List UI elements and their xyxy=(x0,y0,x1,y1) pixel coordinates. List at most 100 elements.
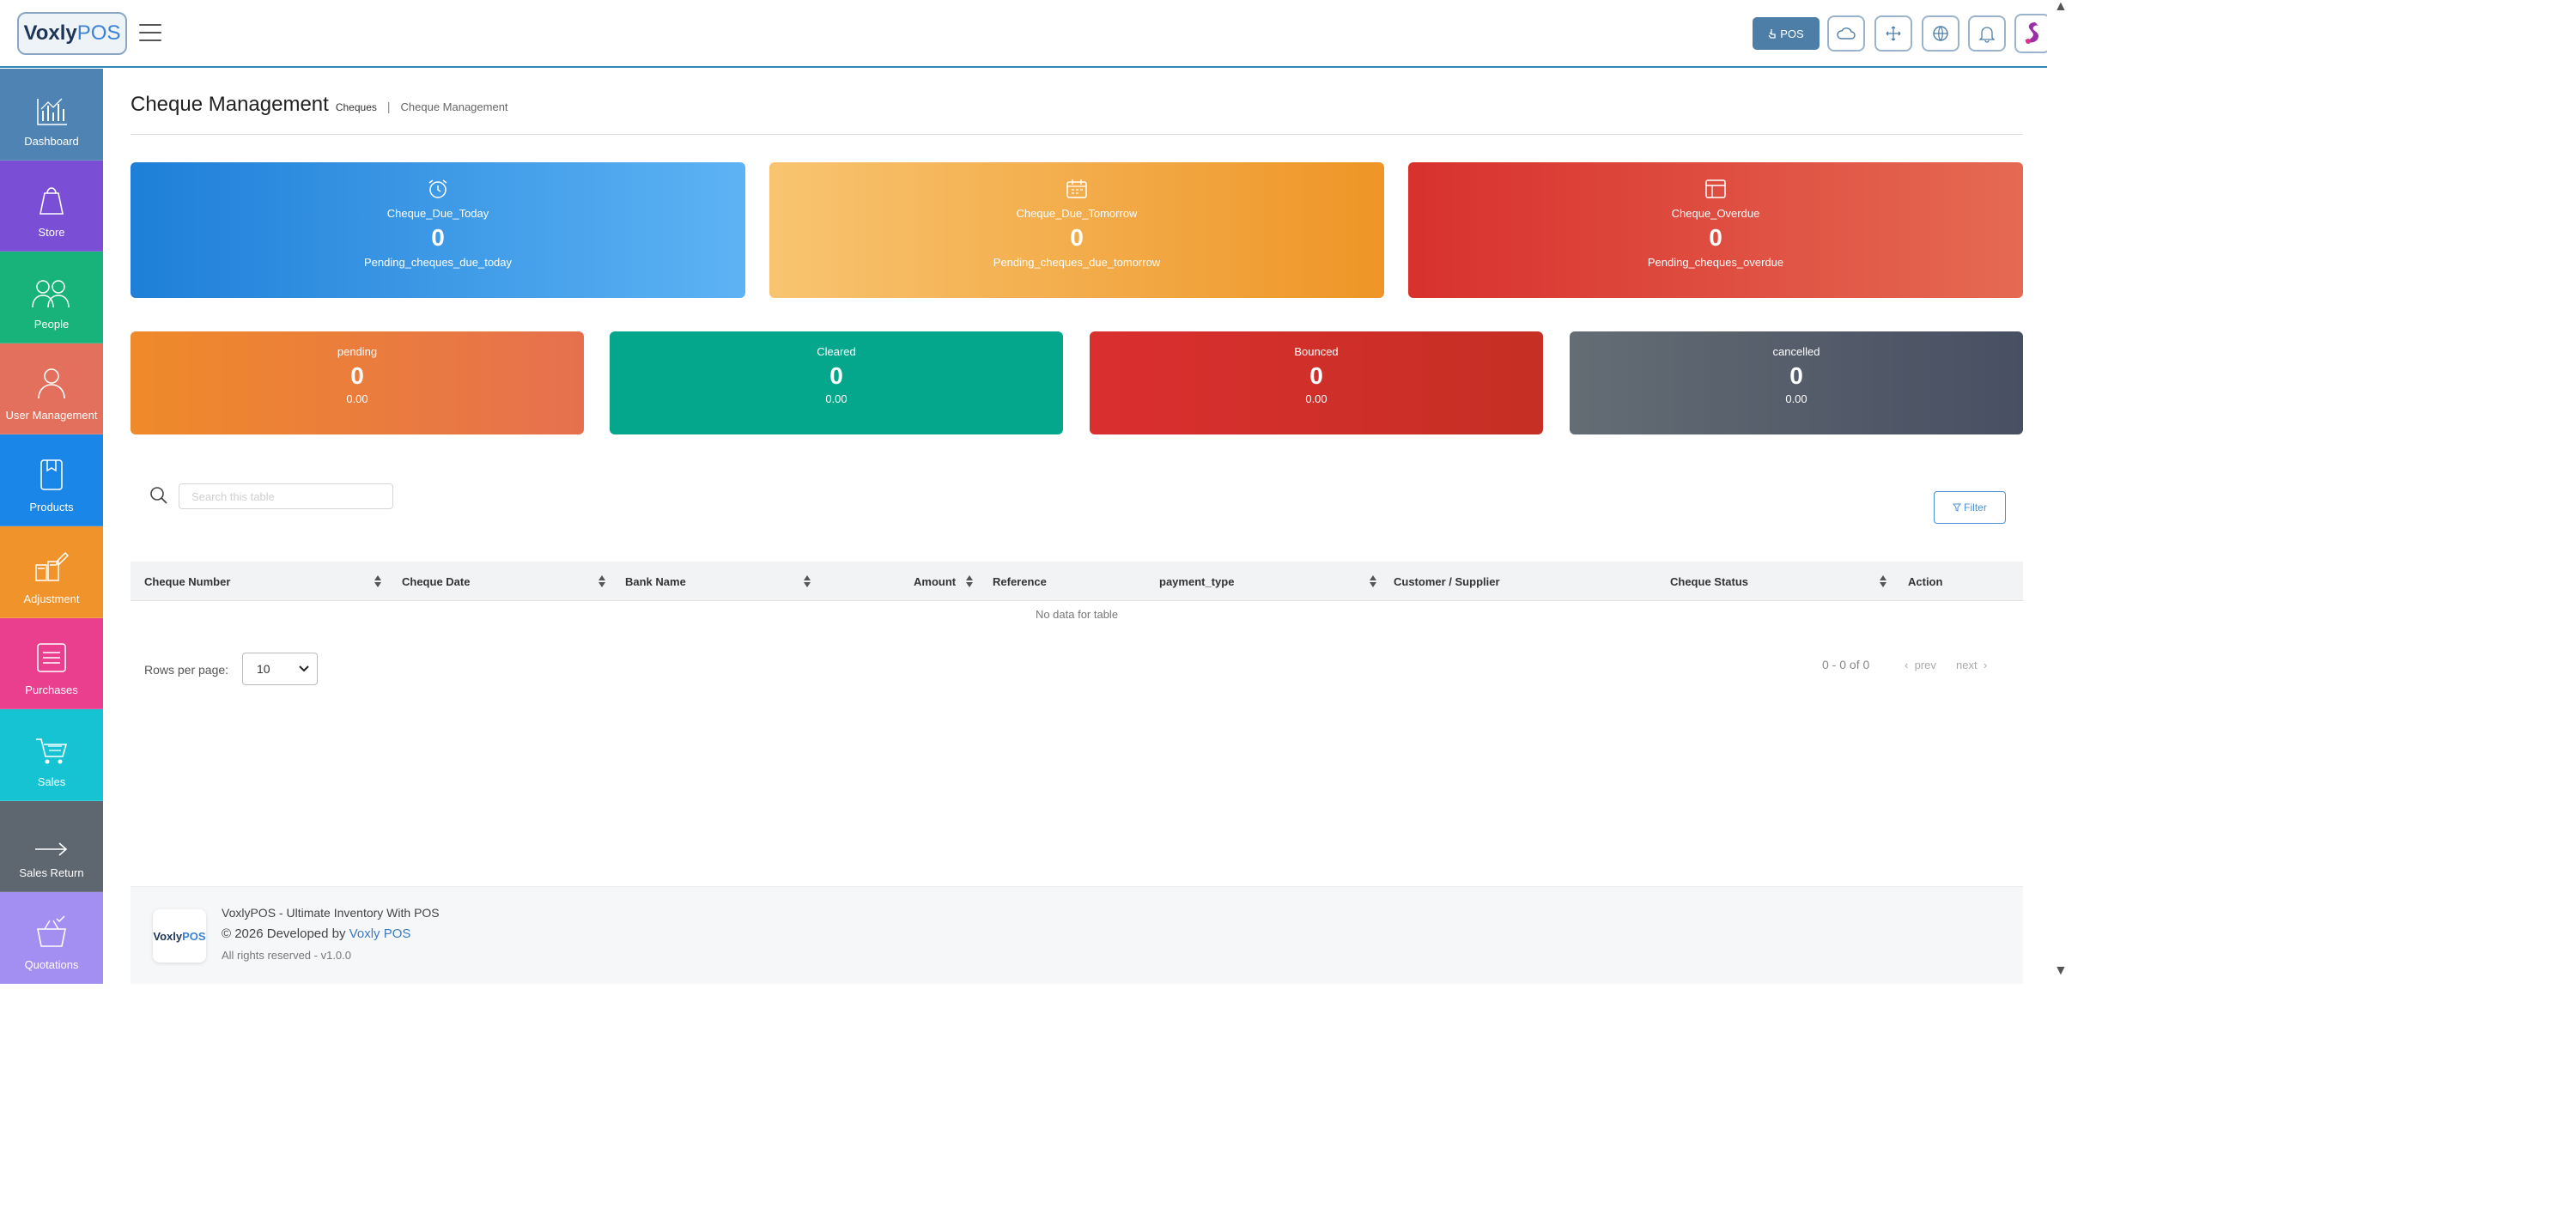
page-footer: Voxly POS VoxlyPOS - Ultimate Inventory W… xyxy=(131,886,2023,984)
card-label: Cheque_Overdue xyxy=(1671,207,1760,220)
sidebar-item-sales[interactable]: Sales xyxy=(0,709,103,801)
adjust-icon xyxy=(35,551,70,581)
card-subtitle: Pending_cheques_overdue xyxy=(1647,256,1784,269)
user-avatar[interactable] xyxy=(2014,14,2047,53)
column-header-cheque-date[interactable]: Cheque Date xyxy=(402,562,470,601)
app-logo[interactable]: Voxly POS xyxy=(17,12,127,55)
column-label: Cheque Status xyxy=(1670,574,1749,588)
card-cheque-due-tomorrow: Cheque_Due_Tomorrow 0 Pending_cheques_du… xyxy=(769,162,1384,298)
status-card-cleared: Cleared 0 0.00 xyxy=(610,331,1063,434)
footer-product-name: VoxlyPOS - Ultimate Inventory With POS xyxy=(222,906,440,920)
bell-icon[interactable] xyxy=(1968,15,2006,52)
menu-toggle-icon[interactable] xyxy=(139,24,161,41)
people-icon xyxy=(32,280,70,307)
column-label: Amount xyxy=(914,574,957,588)
sidebar-nav: Dashboard Store People User Management P… xyxy=(0,69,103,984)
chevron-down-icon xyxy=(299,665,309,672)
cart-icon xyxy=(36,738,68,764)
pos-button[interactable]: POS xyxy=(1753,17,1820,50)
card-label: Cheque_Due_Tomorrow xyxy=(1016,207,1138,220)
pagination-prev-label: prev xyxy=(1914,659,1936,671)
page-title: Cheque Management xyxy=(131,93,329,116)
chevron-left-icon: ‹ xyxy=(1905,659,1909,671)
footer-rights: All rights reserved - v1.0.0 xyxy=(222,949,352,962)
fullscreen-icon[interactable] xyxy=(1874,15,1912,52)
status-count: 0 xyxy=(829,362,843,389)
card-subtitle: Pending_cheques_due_today xyxy=(363,256,513,269)
footer-copyright: © 2026 Developed by Voxly POS xyxy=(222,926,410,941)
sort-icon[interactable] xyxy=(1879,574,1887,588)
scroll-down-arrow-icon[interactable]: ▼ xyxy=(2054,963,2068,978)
filter-button[interactable]: Filter xyxy=(1934,491,2006,524)
column-header-cheque-status[interactable]: Cheque Status xyxy=(1670,562,1748,601)
sort-icon[interactable] xyxy=(1369,574,1377,588)
cloud-icon[interactable] xyxy=(1827,15,1865,52)
table-header: Cheque Number Cheque Date Bank Name Amou… xyxy=(131,562,2023,601)
sidebar-label: Purchases xyxy=(25,683,78,697)
column-header-amount[interactable]: Amount xyxy=(914,562,956,601)
logo-text-pos: POS xyxy=(76,21,121,45)
status-label: cancelled xyxy=(1772,345,1820,358)
footer-developer-link[interactable]: Voxly POS xyxy=(349,926,411,941)
status-label: Bounced xyxy=(1294,345,1339,358)
card-label: Cheque_Due_Today xyxy=(386,207,489,220)
status-card-cancelled: cancelled 0 0.00 xyxy=(1570,331,2023,434)
table-empty-message: No data for table xyxy=(1035,608,1119,621)
header-divider xyxy=(131,134,2023,135)
pagination-prev[interactable]: ‹ prev xyxy=(1905,659,1936,671)
footer-logo-voxly: Voxly xyxy=(153,929,183,943)
pagination-next[interactable]: next › xyxy=(1956,659,1987,671)
page-header: Cheque Management Cheques | Cheque Manag… xyxy=(131,93,508,117)
column-header-bank-name[interactable]: Bank Name xyxy=(625,562,686,601)
globe-icon[interactable] xyxy=(1922,15,1959,52)
sidebar-item-purchases[interactable]: Purchases xyxy=(0,617,103,710)
breadcrumb-current: Cheque Management xyxy=(400,100,508,113)
sidebar-label: Products xyxy=(29,500,74,513)
page-viewport: Voxly POS POS Dashboard Store xyxy=(0,0,2047,984)
breadcrumb-separator: | xyxy=(386,100,391,113)
column-header-reference[interactable]: Reference xyxy=(993,562,1047,601)
footer-logo: Voxly POS xyxy=(153,909,206,963)
sidebar-item-products[interactable]: Products xyxy=(0,434,103,526)
status-count: 0 xyxy=(1789,362,1803,389)
rows-per-page-label: Rows per page: xyxy=(144,663,229,677)
sidebar-label: Sales xyxy=(37,775,66,788)
sort-icon[interactable] xyxy=(965,574,974,588)
sidebar-label: People xyxy=(33,317,70,331)
breadcrumb-cheques[interactable]: Cheques xyxy=(335,101,377,113)
box-icon xyxy=(40,459,63,490)
sidebar-item-quotations[interactable]: Quotations xyxy=(0,892,103,984)
scroll-up-arrow-icon[interactable]: ▲ xyxy=(2054,0,2068,14)
card-value: 0 xyxy=(1070,224,1084,251)
sidebar-item-people[interactable]: People xyxy=(0,252,103,343)
sidebar-item-sales-return[interactable]: Sales Return xyxy=(0,800,103,893)
rows-per-page-select[interactable]: 10 xyxy=(242,653,318,685)
top-header: Voxly POS POS xyxy=(0,0,2047,68)
sort-icon[interactable] xyxy=(803,574,811,588)
sort-icon[interactable] xyxy=(374,574,382,588)
sidebar-item-dashboard[interactable]: Dashboard xyxy=(0,69,103,161)
search-input[interactable] xyxy=(179,483,393,509)
sort-icon[interactable] xyxy=(598,574,606,588)
column-header-customer-supplier[interactable]: Customer / Supplier xyxy=(1394,562,1500,601)
logo-text-voxly: Voxly xyxy=(23,21,77,45)
sidebar-label: Dashboard xyxy=(24,134,79,148)
sidebar-item-user-management[interactable]: User Management xyxy=(0,343,103,435)
column-label: Bank Name xyxy=(625,574,686,588)
sidebar-label: Quotations xyxy=(24,957,79,971)
column-header-payment-type[interactable]: payment_type xyxy=(1159,562,1234,601)
pos-button-label: POS xyxy=(1780,27,1804,40)
card-value: 0 xyxy=(431,224,445,251)
card-cheque-due-today: Cheque_Due_Today 0 Pending_cheques_due_t… xyxy=(131,162,745,298)
sidebar-item-store[interactable]: Store xyxy=(0,160,103,252)
status-amount: 0.00 xyxy=(1305,392,1327,405)
receipt-icon xyxy=(37,643,66,672)
sidebar-item-adjustment[interactable]: Adjustment xyxy=(0,525,103,618)
user-icon xyxy=(38,368,65,399)
pagination-info: 0 - 0 of 0 xyxy=(1822,658,1870,671)
column-label: Cheque Date xyxy=(402,574,471,588)
column-label: Cheque Number xyxy=(144,574,231,588)
footer-logo-pos: POS xyxy=(182,929,206,943)
status-count: 0 xyxy=(350,362,364,389)
column-header-cheque-number[interactable]: Cheque Number xyxy=(144,562,230,601)
